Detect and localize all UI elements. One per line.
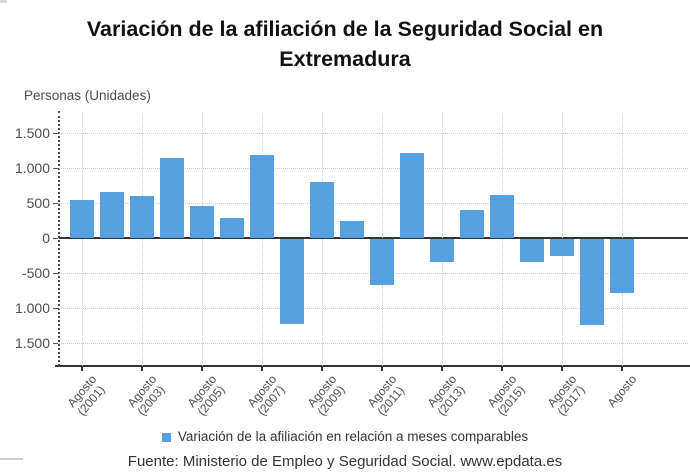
bar — [460, 210, 484, 238]
v-gridline — [502, 113, 503, 366]
x-tick-mark — [261, 367, 263, 371]
chart-title: Variación de la afiliación de la Segurid… — [0, 14, 690, 74]
y-tick-label: 1.500 — [14, 335, 50, 351]
v-gridline — [202, 113, 203, 366]
bar — [490, 195, 514, 238]
y-tick-label: -500 — [21, 265, 50, 281]
y-tick-label: 0 — [42, 230, 50, 246]
y-tick-mark — [53, 342, 58, 344]
h-gridline — [59, 203, 688, 204]
x-tick-label: Agosto (2009) — [304, 372, 347, 419]
bar — [130, 196, 154, 238]
bar — [580, 239, 604, 326]
y-tick-mark — [53, 132, 58, 134]
y-tick-mark — [53, 167, 58, 169]
bar — [520, 239, 544, 263]
chart-title-line1: Variación de la afiliación de la Segurid… — [86, 17, 604, 41]
x-tick-label: Agosto (2007) — [244, 372, 287, 419]
bar — [610, 239, 634, 293]
x-tick-mark — [561, 367, 563, 371]
x-tick-mark — [201, 367, 203, 371]
x-axis-line — [55, 365, 690, 367]
legend: Variación de la afiliación en relación a… — [0, 429, 690, 444]
source-footer: Fuente: Ministerio de Empleo y Seguridad… — [127, 453, 563, 470]
v-gridline — [322, 113, 323, 366]
x-tick-label: Agosto (2005) — [184, 372, 227, 419]
bar — [340, 221, 364, 238]
bar — [220, 217, 244, 238]
bar — [100, 191, 124, 238]
y-tick-mark — [53, 202, 58, 204]
zero-baseline — [59, 237, 688, 239]
bar — [250, 154, 274, 238]
y-axis-title: Personas (Unidades) — [24, 88, 151, 103]
bar — [190, 205, 214, 238]
y-tick-label: 1.000 — [14, 300, 50, 316]
legend-marker-square — [161, 432, 171, 442]
bar — [430, 239, 454, 263]
x-tick-mark — [441, 367, 443, 371]
v-gridline — [82, 113, 83, 366]
legend-label: Variación de la afiliación en relación a… — [177, 429, 529, 444]
footer-fragment — [0, 458, 23, 460]
x-tick-mark — [81, 367, 83, 371]
v-gridline — [262, 113, 263, 366]
y-tick-label: 1.500 — [14, 125, 50, 141]
chart-title-line2: Extremadura — [279, 47, 411, 71]
bar — [70, 199, 94, 238]
bar — [280, 239, 304, 324]
x-tick-label: Agosto (2001) — [64, 372, 107, 419]
x-tick-mark — [501, 367, 503, 371]
h-gridline — [59, 168, 688, 169]
y-tick-mark — [53, 237, 58, 239]
y-tick-mark — [53, 272, 58, 274]
x-tick-mark — [621, 367, 623, 371]
x-tick-label: Agosto — [604, 372, 639, 410]
x-tick-label: Agosto (2003) — [124, 372, 167, 419]
v-gridline — [142, 113, 143, 366]
x-tick-mark — [381, 367, 383, 371]
x-tick-label: Agosto (2015) — [484, 372, 527, 419]
x-tick-label: Agosto (2017) — [544, 372, 587, 419]
x-tick-mark — [141, 367, 143, 371]
bar — [160, 158, 184, 238]
h-gridline — [59, 133, 688, 134]
corner-artifact — [0, 0, 7, 3]
bar — [400, 153, 424, 238]
x-tick-mark — [321, 367, 323, 371]
x-tick-label: Agosto (2013) — [424, 372, 467, 419]
bar — [310, 182, 334, 238]
y-tick-label: 1.000 — [14, 160, 50, 176]
bar — [550, 239, 574, 256]
y-tick-label: 500 — [26, 195, 50, 211]
x-tick-label: Agosto (2011) — [364, 372, 407, 419]
h-gridline — [59, 343, 688, 344]
y-tick-mark — [53, 307, 58, 309]
bar — [370, 239, 394, 286]
h-gridline — [59, 308, 688, 309]
